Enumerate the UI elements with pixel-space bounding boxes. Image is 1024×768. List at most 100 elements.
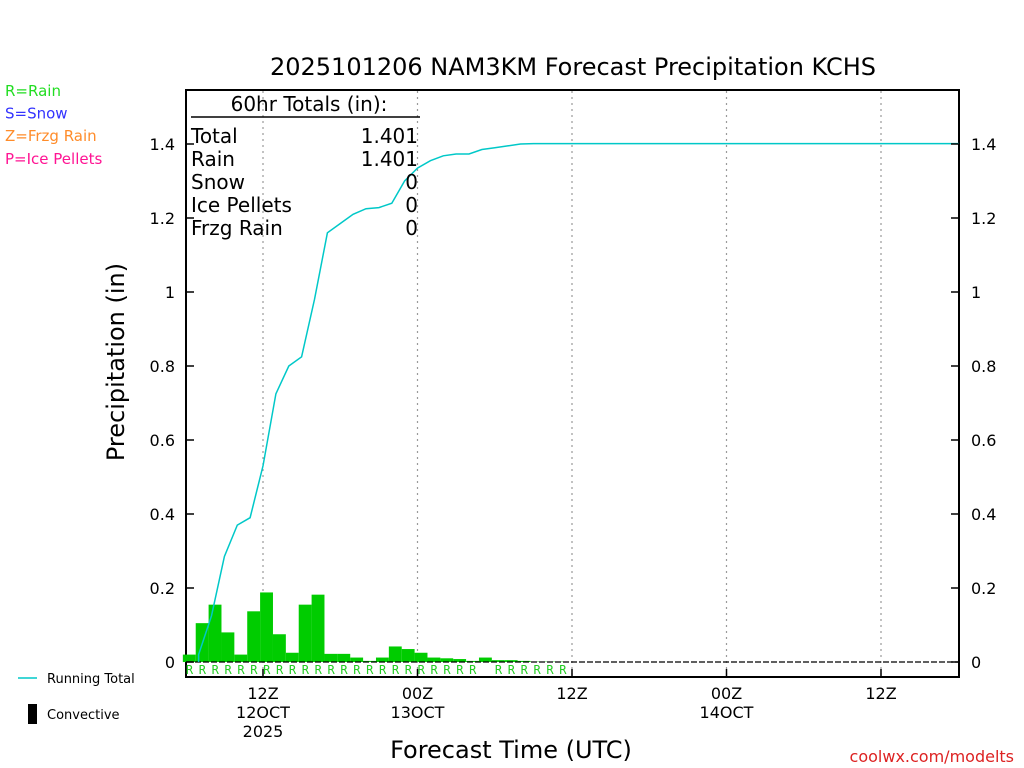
legend-ptype-2: Z=Frzg Rain — [5, 127, 97, 145]
x-tick-label: 14OCT — [700, 703, 754, 722]
legend-bar-swatch — [28, 704, 37, 724]
ptype-marker: R — [237, 663, 245, 677]
totals-label: Rain — [191, 147, 235, 171]
ptype-marker: R — [289, 663, 297, 677]
legend-ptype-1: S=Snow — [5, 105, 68, 123]
precip-bar — [491, 660, 505, 662]
precip-bar — [427, 657, 441, 662]
ptype-marker: R — [431, 663, 439, 677]
x-tick-label: 12OCT — [236, 703, 290, 722]
ptype-marker: R — [340, 663, 348, 677]
x-axis-title: Forecast Time (UTC) — [390, 736, 632, 764]
y-tick-label-left: 1.4 — [150, 135, 175, 154]
y-axis-right: 0 0.2 0.4 0.6 0.8 1 1.2 1.4 — [951, 135, 996, 672]
x-tick-label: 12Z — [865, 684, 896, 703]
totals-label: Ice Pellets — [191, 193, 292, 217]
running-total-line — [197, 142, 959, 662]
precip-bar — [182, 654, 196, 662]
totals-value: 0 — [405, 193, 418, 217]
y-tick-label-right: 1.2 — [971, 209, 996, 228]
y-tick-label-left: 0.4 — [150, 505, 175, 524]
precip-bar — [221, 632, 235, 662]
precip-bar — [401, 649, 415, 662]
ptype-marker: R — [469, 663, 477, 677]
y-tick-label-right: 0.8 — [971, 357, 996, 376]
precip-bar — [208, 604, 222, 662]
x-tick-label: 00Z — [402, 684, 433, 703]
series-legend: Running Total Convective — [18, 672, 135, 724]
ptype-marker: R — [328, 663, 336, 677]
precip-bar — [453, 659, 467, 662]
ptype-marker: R — [186, 663, 194, 677]
ptype-marker: R — [315, 663, 323, 677]
y-tick-label-left: 0.2 — [150, 579, 175, 598]
precip-bar — [247, 611, 261, 662]
ptype-marker: R — [546, 663, 554, 677]
ptype-marker: R — [366, 663, 374, 677]
ptype-marker: R — [443, 663, 451, 677]
ptype-marker: R — [302, 663, 310, 677]
x-tick-label: 12Z — [247, 684, 278, 703]
y-tick-label-left: 0 — [165, 653, 175, 672]
ptype-marker: R — [199, 663, 207, 677]
precip-bar — [504, 660, 518, 662]
y-axis-title: Precipitation (in) — [102, 263, 130, 461]
precip-bar — [375, 657, 389, 662]
ptype-marker: R — [418, 663, 426, 677]
ptype-marker: R — [392, 663, 400, 677]
x-tick-label: 13OCT — [391, 703, 445, 722]
precip-bar — [414, 652, 428, 662]
precip-bar — [260, 592, 273, 662]
y-tick-label-left: 1.2 — [150, 209, 175, 228]
ptype-marker: R — [456, 663, 464, 677]
legend-ptype-3: P=Ice Pellets — [5, 150, 102, 168]
plot-frame — [185, 89, 960, 678]
precip-bar — [388, 646, 402, 662]
totals-label: Snow — [191, 170, 245, 194]
ptype-legend: R=Rain S=Snow Z=Frzg Rain P=Ice Pellets — [5, 82, 102, 168]
legend-series-label: Running Total — [47, 672, 135, 687]
totals-value: 0 — [405, 216, 418, 240]
legend-ptype-0: R=Rain — [5, 82, 61, 100]
running-total-layer — [197, 142, 959, 662]
y-tick-label-right: 0.4 — [971, 505, 996, 524]
precip-bar — [324, 653, 338, 662]
y-tick-label-right: 1.4 — [971, 135, 996, 154]
x-tick-label: 12Z — [556, 684, 587, 703]
legend-series-label: Convective — [47, 708, 120, 723]
totals-header: 60hr Totals (in): — [231, 92, 388, 116]
ptype-marker: R — [276, 663, 284, 677]
precip-bar — [440, 658, 454, 662]
ptype-marker: R — [521, 663, 529, 677]
precip-bar — [337, 653, 351, 662]
precip-bars — [182, 592, 570, 662]
ptype-marker: R — [225, 663, 233, 677]
ptype-marker: R — [405, 663, 413, 677]
precip-bar — [478, 657, 492, 662]
ptype-marker: R — [559, 663, 567, 677]
y-tick-label-left: 0.8 — [150, 357, 175, 376]
totals-label: Frzg Rain — [191, 216, 283, 240]
totals-label: Total — [190, 124, 238, 148]
ptype-marker: R — [379, 663, 387, 677]
totals-value: 1.401 — [361, 147, 418, 171]
ptype-marker: R — [508, 663, 516, 677]
ptype-marker: R — [534, 663, 542, 677]
precip-bar — [234, 654, 248, 662]
precip-bar — [350, 657, 364, 662]
ptype-marker: R — [212, 663, 220, 677]
precip-bar — [285, 652, 299, 662]
y-tick-label-right: 0.2 — [971, 579, 996, 598]
y-axis-left: 0 0.2 0.4 0.6 0.8 1 1.2 1.4 — [150, 135, 194, 672]
grid-lines — [262, 91, 882, 676]
precip-bar — [298, 604, 312, 662]
precip-bar — [363, 660, 376, 662]
watermark: coolwx.com/modelts — [850, 747, 1014, 766]
precip-bar — [311, 594, 325, 662]
x-tick-label: 2025 — [243, 722, 284, 741]
totals-value: 0 — [405, 170, 418, 194]
ptype-marker: R — [263, 663, 271, 677]
